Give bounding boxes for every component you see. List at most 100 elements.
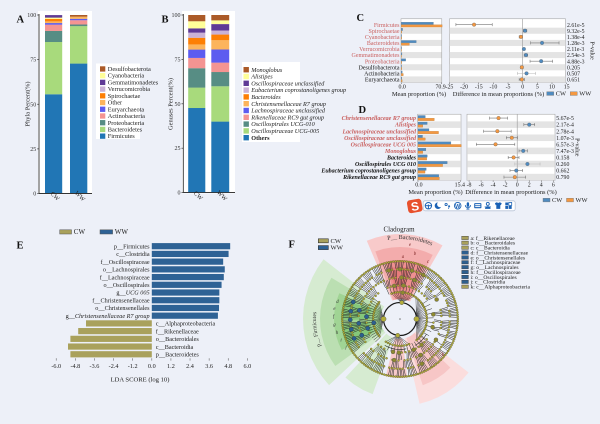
svg-text:B: B: [162, 15, 169, 26]
svg-text:1.28e-3: 1.28e-3: [567, 41, 585, 47]
svg-text:Bacteroidetes: Bacteroidetes: [367, 41, 400, 47]
svg-text:Mean proportion (%): Mean proportion (%): [408, 189, 462, 196]
svg-text:0.0: 0.0: [415, 182, 422, 188]
svg-text:4.88e-3: 4.88e-3: [567, 59, 585, 65]
svg-text:LDA SCORE (log 10): LDA SCORE (log 10): [111, 377, 170, 384]
svg-text:Difference in mean proportions: Difference in mean proportions (%): [465, 189, 556, 196]
svg-text:1.07e-3: 1.07e-3: [556, 136, 574, 142]
svg-text:P-value: P-value: [589, 41, 595, 60]
svg-text:-3.6: -3.6: [90, 363, 100, 370]
svg-text:Cladogram: Cladogram: [383, 226, 415, 234]
svg-text:P-value: P-value: [574, 138, 580, 157]
svg-text:1.2: 1.2: [167, 363, 175, 370]
svg-text:-1.2: -1.2: [128, 363, 138, 370]
svg-text:6: 6: [552, 182, 555, 188]
svg-text:C: C: [357, 13, 365, 24]
svg-text:WW: WW: [331, 245, 344, 252]
svg-text:Cyanobacteria: Cyanobacteria: [365, 35, 400, 41]
svg-text:25: 25: [30, 147, 36, 153]
svg-text:50: 50: [175, 102, 181, 108]
svg-text:E: E: [17, 241, 24, 252]
svg-text:Desulfobacterota: Desulfobacterota: [359, 64, 400, 71]
svg-text:WW: WW: [579, 90, 592, 97]
svg-text:Oscillospirales UCG 010: Oscillospirales UCG 010: [355, 162, 416, 168]
svg-text:Eubacterium coprostanoligenes: Eubacterium coprostanoligenes group: [320, 169, 416, 175]
svg-text:0: 0: [521, 85, 524, 91]
svg-text:F: F: [289, 240, 295, 251]
svg-text:7.47e-3: 7.47e-3: [556, 149, 574, 155]
svg-text:6.57e-3: 6.57e-3: [556, 142, 574, 148]
svg-text:Proteobacteria: Proteobacteria: [365, 59, 400, 65]
svg-text:g__Christensenellaceae R7 grou: g__Christensenellaceae R7 group: [66, 313, 150, 320]
svg-text:75: 75: [175, 57, 181, 63]
svg-text:15.4: 15.4: [455, 182, 465, 188]
svg-text:WW: WW: [115, 228, 129, 236]
svg-text:100: 100: [172, 13, 181, 19]
svg-text:0.651: 0.651: [567, 78, 580, 84]
svg-text:0.205: 0.205: [567, 65, 580, 71]
svg-text:f__Lachnospiraceae: f__Lachnospiraceae: [100, 274, 150, 281]
svg-text:-20: -20: [460, 85, 468, 91]
svg-text:c__Clostridia: c__Clostridia: [116, 251, 150, 258]
svg-text:o__Christensenellales: o__Christensenellales: [95, 305, 150, 312]
svg-text:10: 10: [549, 85, 555, 91]
svg-text:f__Rikenellaceae: f__Rikenellaceae: [156, 328, 199, 335]
svg-text:A: A: [17, 15, 25, 26]
svg-text:WW: WW: [576, 197, 589, 204]
svg-text:Bacteroides: Bacteroides: [386, 156, 417, 162]
svg-text:2.78e-4: 2.78e-4: [556, 129, 574, 135]
svg-text:-8: -8: [467, 182, 472, 188]
svg-text:0: 0: [178, 191, 181, 197]
svg-text:k: c__Alphaproteobacteria: k: c__Alphaproteobacteria: [471, 285, 531, 291]
svg-text:CW: CW: [556, 90, 567, 97]
svg-text:Oscillospiraceae unclassified: Oscillospiraceae unclassified: [344, 136, 417, 142]
svg-text:p__Bacteroidetes: p__Bacteroidetes: [156, 351, 200, 358]
svg-text:-4: -4: [491, 182, 496, 188]
svg-text:CW: CW: [74, 228, 86, 236]
svg-text:Firmicutes: Firmicutes: [108, 133, 135, 140]
svg-text:0.260: 0.260: [556, 162, 569, 168]
svg-text:f__Christensenellaceae: f__Christensenellaceae: [92, 297, 150, 304]
svg-text:c__Bacteroidia: c__Bacteroidia: [156, 344, 194, 351]
svg-text:100: 100: [27, 13, 36, 19]
svg-text:0.662: 0.662: [556, 169, 569, 175]
svg-text:o__Lachnospirales: o__Lachnospirales: [103, 267, 150, 274]
svg-text:c__Alphaproteobacteria: c__Alphaproteobacteria: [156, 321, 216, 328]
svg-text:g__UCG 005: g__UCG 005: [116, 290, 149, 297]
svg-text:-6.0: -6.0: [51, 363, 61, 370]
svg-text:0: 0: [33, 192, 36, 198]
svg-text:4: 4: [540, 182, 543, 188]
svg-text:75: 75: [30, 58, 36, 64]
svg-text:25: 25: [175, 146, 181, 152]
svg-text:-5: -5: [506, 85, 511, 91]
svg-text:o__Oscillospirales: o__Oscillospirales: [104, 282, 151, 289]
svg-text:-10: -10: [489, 85, 497, 91]
svg-text:-2: -2: [503, 182, 508, 188]
svg-text:0: 0: [516, 182, 519, 188]
svg-text:CW: CW: [552, 197, 563, 204]
svg-text:1.38e-4: 1.38e-4: [567, 35, 585, 41]
svg-text:3.6: 3.6: [205, 363, 213, 370]
svg-text:0.0: 0.0: [148, 363, 156, 370]
svg-text:-6: -6: [479, 182, 484, 188]
svg-text:Lachnospiraceae unclassified: Lachnospiraceae unclassified: [342, 129, 417, 135]
svg-text:Monoglobus: Monoglobus: [384, 149, 417, 155]
svg-text:Rikenellaceae RC9 gut group: Rikenellaceae RC9 gut group: [342, 175, 416, 181]
svg-text:Difference in mean proportions: Difference in mean proportions (%): [453, 91, 544, 98]
svg-text:0.790: 0.790: [556, 175, 569, 181]
svg-text:Mean proportion (%): Mean proportion (%): [392, 91, 446, 98]
svg-text:Oscillospiraceae UCG 005: Oscillospiraceae UCG 005: [351, 142, 416, 148]
svg-text:-25: -25: [446, 85, 454, 91]
svg-text:D: D: [359, 105, 367, 116]
svg-text:4.8: 4.8: [224, 363, 232, 370]
svg-text:5.67e-5: 5.67e-5: [556, 116, 574, 122]
svg-text:70.9: 70.9: [435, 85, 445, 91]
svg-text:Euryarchaeota: Euryarchaeota: [365, 78, 400, 84]
svg-text:Christensenellaceae R7 group: Christensenellaceae R7 group: [342, 116, 416, 122]
svg-text:p__Firmicutes: p__Firmicutes: [114, 243, 150, 250]
svg-text:-15: -15: [475, 85, 483, 91]
svg-text:o__Bacteroidales: o__Bacteroidales: [156, 336, 200, 343]
svg-text:0.0: 0.0: [399, 85, 406, 91]
svg-text:Phyla Percent(%): Phyla Percent(%): [25, 82, 32, 127]
svg-text:0.158: 0.158: [556, 156, 569, 162]
